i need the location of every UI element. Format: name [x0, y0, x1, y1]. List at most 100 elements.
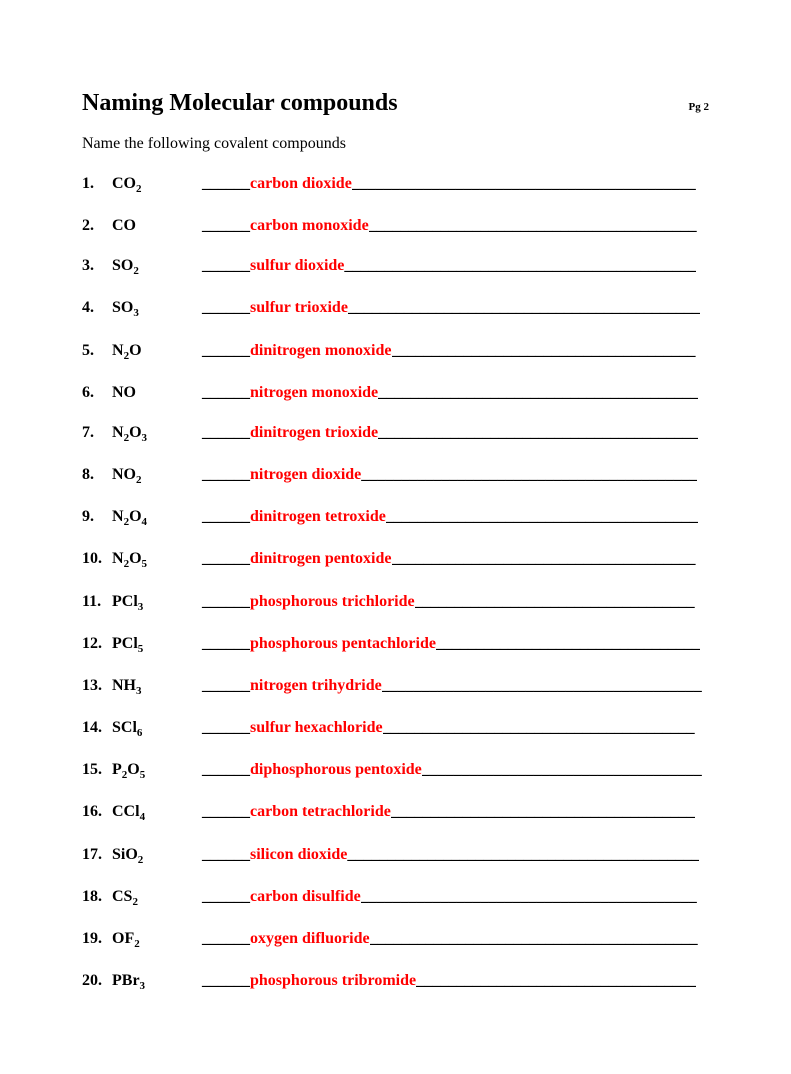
blank-lead: ______: [202, 593, 250, 611]
answer-text: diphosphorous pentoxide: [250, 761, 422, 779]
blank-lead: ______: [202, 257, 250, 275]
blank-lead: ______: [202, 424, 250, 442]
item-number: 3.: [82, 257, 112, 275]
chemical-formula: SCl6: [112, 719, 202, 739]
answer-text: silicon dioxide: [250, 846, 347, 864]
instruction-text: Name the following covalent compounds: [82, 135, 709, 153]
chemical-formula: SO3: [112, 299, 202, 319]
list-item: 7.N2O3______dinitrogen trioxide_________…: [82, 424, 709, 444]
chemical-formula: CO2: [112, 175, 202, 195]
blank-trail: ________________________________________…: [361, 466, 697, 484]
item-number: 15.: [82, 761, 112, 779]
answer-text: dinitrogen monoxide: [250, 342, 392, 360]
item-number: 10.: [82, 550, 112, 568]
item-number: 5.: [82, 342, 112, 360]
blank-trail: ______________________________________: [392, 342, 696, 360]
item-number: 7.: [82, 424, 112, 442]
blank-trail: ________________________________________…: [352, 175, 696, 193]
answer-text: nitrogen trihydride: [250, 677, 382, 695]
answer-text: nitrogen dioxide: [250, 466, 361, 484]
list-item: 11.PCl3______phosphorous trichloride____…: [82, 593, 709, 613]
item-number: 6.: [82, 384, 112, 402]
list-item: 18.CS2______carbon disulfide____________…: [82, 888, 709, 908]
blank-trail: ________________________________________…: [370, 930, 698, 948]
answer-text: carbon disulfide: [250, 888, 361, 906]
list-item: 4.SO3______sulfur trioxide______________…: [82, 299, 709, 319]
blank-trail: ______________________________________: [391, 803, 695, 821]
blank-trail: ________________________________________…: [369, 217, 697, 235]
list-item: 8.NO2______nitrogen dioxide_____________…: [82, 466, 709, 486]
blank-lead: ______: [202, 677, 250, 695]
item-number: 17.: [82, 846, 112, 864]
blank-trail: ________________________________________…: [348, 299, 700, 317]
answer-text: dinitrogen trioxide: [250, 424, 378, 442]
list-item: 2.CO______carbon monoxide_______________…: [82, 217, 709, 235]
answer-text: phosphorous pentachloride: [250, 635, 436, 653]
blank-lead: ______: [202, 972, 250, 990]
blank-lead: ______: [202, 508, 250, 526]
blank-trail: ________________________________________: [378, 384, 698, 402]
item-number: 4.: [82, 299, 112, 317]
chemical-formula: N2O4: [112, 508, 202, 528]
item-number: 2.: [82, 217, 112, 235]
list-item: 12.PCl5______phosphorous pentachloride__…: [82, 635, 709, 655]
blank-lead: ______: [202, 217, 250, 235]
blank-lead: ______: [202, 888, 250, 906]
blank-trail: _______________________________________: [383, 719, 695, 737]
page-number: Pg 2: [689, 101, 709, 113]
answer-text: nitrogen monoxide: [250, 384, 378, 402]
answer-text: carbon monoxide: [250, 217, 369, 235]
item-number: 9.: [82, 508, 112, 526]
chemical-formula: CO: [112, 217, 202, 235]
list-item: 15.P2O5______diphosphorous pentoxide____…: [82, 761, 709, 781]
chemical-formula: P2O5: [112, 761, 202, 781]
blank-trail: ______________________________________: [392, 550, 696, 568]
answer-text: sulfur dioxide: [250, 257, 344, 275]
list-item: 6.NO______nitrogen monoxide_____________…: [82, 384, 709, 402]
blank-lead: ______: [202, 635, 250, 653]
list-item: 1.CO2______carbon dioxide_______________…: [82, 175, 709, 195]
chemical-formula: CS2: [112, 888, 202, 908]
answer-text: carbon dioxide: [250, 175, 352, 193]
blank-trail: ________________________________________…: [347, 846, 699, 864]
answer-text: dinitrogen pentoxide: [250, 550, 392, 568]
list-item: 20.PBr3______phosphorous tribromide_____…: [82, 972, 709, 992]
item-number: 11.: [82, 593, 112, 611]
answer-text: dinitrogen tetroxide: [250, 508, 386, 526]
blank-lead: ______: [202, 466, 250, 484]
answer-text: sulfur hexachloride: [250, 719, 383, 737]
item-number: 14.: [82, 719, 112, 737]
answer-text: phosphorous trichloride: [250, 593, 415, 611]
blank-trail: _________________________________: [436, 635, 700, 653]
list-item: 16.CCl4______carbon tetrachloride_______…: [82, 803, 709, 823]
item-number: 8.: [82, 466, 112, 484]
chemical-formula: OF2: [112, 930, 202, 950]
blank-lead: ______: [202, 846, 250, 864]
worksheet-page: Naming Molecular compounds Pg 2 Name the…: [0, 0, 791, 1074]
blank-trail: ________________________________________: [382, 677, 702, 695]
chemical-formula: SO2: [112, 257, 202, 277]
item-number: 16.: [82, 803, 112, 821]
answer-text: oxygen difluoride: [250, 930, 370, 948]
blank-trail: _______________________________________: [386, 508, 698, 526]
chemical-formula: N2O: [112, 342, 202, 362]
list-item: 9.N2O4______dinitrogen tetroxide________…: [82, 508, 709, 528]
chemical-formula: NO2: [112, 466, 202, 486]
chemical-formula: PCl3: [112, 593, 202, 613]
chemical-formula: N2O3: [112, 424, 202, 444]
blank-trail: ___________________________________: [422, 761, 702, 779]
blank-trail: ________________________________________…: [361, 888, 697, 906]
chemical-formula: NH3: [112, 677, 202, 697]
blank-trail: ___________________________________: [416, 972, 696, 990]
item-number: 12.: [82, 635, 112, 653]
chemical-formula: PBr3: [112, 972, 202, 992]
list-item: 17.SiO2______silicon dioxide____________…: [82, 846, 709, 866]
chemical-formula: CCl4: [112, 803, 202, 823]
blank-trail: ________________________________________…: [344, 257, 696, 275]
list-item: 5.N2O______dinitrogen monoxide__________…: [82, 342, 709, 362]
blank-lead: ______: [202, 719, 250, 737]
chemical-formula: N2O5: [112, 550, 202, 570]
item-number: 20.: [82, 972, 112, 990]
blank-lead: ______: [202, 299, 250, 317]
answer-text: carbon tetrachloride: [250, 803, 391, 821]
